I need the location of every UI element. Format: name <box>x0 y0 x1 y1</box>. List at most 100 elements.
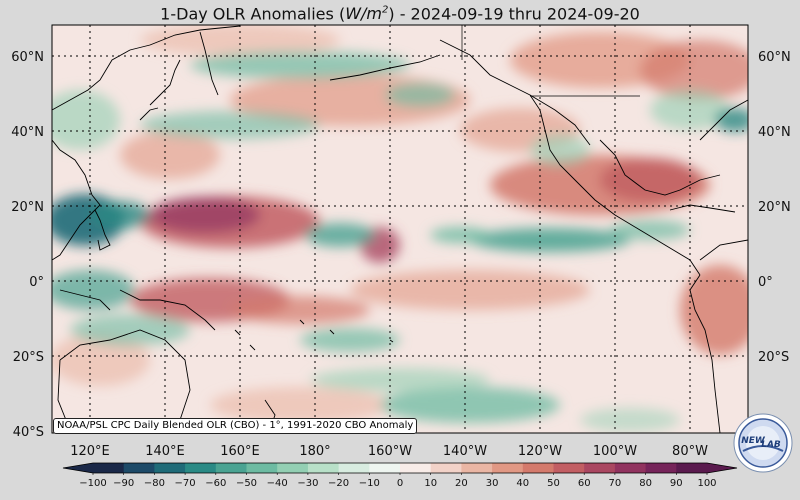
lon-label: 160°E <box>220 444 260 459</box>
colorbar-tick-label: 30 <box>486 478 499 489</box>
colorbar-tick-label: −30 <box>297 478 318 489</box>
anomaly-patch <box>230 296 370 324</box>
lon-label: 140°E <box>145 444 185 459</box>
anomaly-patch <box>52 270 135 310</box>
anomaly-patch <box>90 201 150 229</box>
colorbar-bin <box>154 463 186 473</box>
lat-label: 20°S <box>13 350 44 365</box>
colorbar-bin <box>185 463 217 473</box>
anomaly-patch <box>715 108 748 132</box>
lat-label: 60°N <box>758 50 791 65</box>
coastline-south-america-n <box>699 239 748 261</box>
lat-label: 20°N <box>11 200 44 215</box>
anomaly-patch <box>52 90 120 150</box>
anomaly-patch <box>600 158 700 202</box>
colorbar-bin <box>338 463 370 473</box>
anomaly-patch <box>680 265 748 355</box>
anomaly-patch <box>52 334 150 386</box>
colorbar-bin <box>430 463 462 473</box>
lat-label: 40°N <box>11 125 44 140</box>
lat-label: 20°S <box>758 350 789 365</box>
colorbar-tick-label: 90 <box>670 478 683 489</box>
anomaly-patch <box>470 228 630 252</box>
anomaly-patch <box>430 227 490 243</box>
logo-text-a: NEW <box>741 436 766 446</box>
colorbar-bin <box>553 463 585 473</box>
anomaly-patch <box>120 131 220 179</box>
colorbar-bin <box>246 463 278 473</box>
graticule <box>52 25 748 433</box>
anomaly-patch <box>140 25 340 56</box>
colorbar-tick-label: −10 <box>359 478 380 489</box>
anomaly-patch <box>310 368 490 392</box>
colorbar-tick-label: 10 <box>424 478 437 489</box>
anomaly-patch <box>305 223 375 247</box>
colorbar-tick-label: −40 <box>267 478 288 489</box>
anomaly-patch <box>640 40 748 100</box>
colorbar-bin <box>584 463 616 473</box>
colorbar-bin <box>614 463 647 473</box>
colorbar: −100 −90 −80 −70 −60 −50 −40 −30 −20 −10 0 10 20 30 40… <box>62 462 738 489</box>
colorbar-bin <box>400 463 432 473</box>
colorbar-bin <box>676 463 708 473</box>
lon-label: 100°W <box>593 444 637 459</box>
colorbar-bin <box>492 463 524 473</box>
coastline-islands <box>234 319 394 351</box>
colorbar-tick-label: −20 <box>328 478 349 489</box>
colorbar-bin <box>277 463 309 473</box>
colorbar-tick-label: −80 <box>144 478 165 489</box>
coastline-west-us <box>529 94 701 276</box>
title-suffix: ) - 2024-09-19 thru 2024-09-20 <box>388 4 640 24</box>
lon-label: 160°W <box>368 444 412 459</box>
lon-labels: 120°E 140°E 160°E 180° 160°W 140°W 120°W… <box>70 444 708 459</box>
coastline-philippines <box>94 209 111 251</box>
colorbar-tick-label: 40 <box>516 478 529 489</box>
anomaly-patch <box>70 314 190 346</box>
colorbar-bin <box>123 463 155 473</box>
lat-labels-right: 60°N 40°N 20°N 0° 20°S <box>758 50 791 365</box>
anomaly-patch <box>385 83 455 107</box>
colorbar-arrow-low <box>63 463 93 473</box>
anomaly-patch <box>580 408 680 432</box>
coastline-japan <box>139 59 181 121</box>
colorbar-bin <box>461 463 493 473</box>
title-prefix: 1-Day OLR Anomalies ( <box>160 4 346 24</box>
colorbar-tick-label: 0 <box>397 478 403 489</box>
colorbar-tick-label: −90 <box>113 478 134 489</box>
colorbar-tick-label: 100 <box>697 478 716 489</box>
coastline-asia <box>52 25 241 261</box>
anomaly-patch <box>210 387 390 423</box>
lat-label: 0° <box>29 275 44 290</box>
anomaly-patch <box>140 111 320 139</box>
colorbar-bin <box>307 463 340 473</box>
lon-label: 120°W <box>518 444 562 459</box>
colorbar-tick-label: 60 <box>578 478 591 489</box>
coastline-kamchatka <box>199 31 219 96</box>
lat-label: 40°S <box>13 425 44 440</box>
colorbar-tick-label: −60 <box>205 478 226 489</box>
anomaly-patch <box>300 328 400 352</box>
coastline-alaska <box>439 39 591 146</box>
map-title: 1-Day OLR Anomalies (W/m2) - 2024-09-19 … <box>0 0 800 24</box>
lon-label: 140°W <box>443 444 487 459</box>
lat-label: 20°N <box>758 200 791 215</box>
colorbar-tick-label: −50 <box>236 478 257 489</box>
lat-labels-left: 60°N 40°N 20°N 0° 20°S 40°S <box>11 50 44 440</box>
anomaly-patch <box>350 270 590 310</box>
lon-label: 80°W <box>672 444 708 459</box>
lat-label: 40°N <box>758 125 791 140</box>
colorbar-tick-label: 70 <box>609 478 622 489</box>
colorbar-tick-label: −70 <box>175 478 196 489</box>
colorbar-bin <box>93 463 125 473</box>
anomaly-patch <box>380 387 560 423</box>
anomaly-patch <box>150 197 260 233</box>
colorbar-bin <box>215 463 247 473</box>
anomaly-patch <box>190 51 410 79</box>
colorbar-tick-label: 50 <box>547 478 560 489</box>
noaa-logo: NEW LAB <box>733 413 793 473</box>
lat-label: 60°N <box>11 50 44 65</box>
coastline-east-us <box>699 99 748 141</box>
anomaly-patch <box>530 134 590 166</box>
anomaly-patch <box>610 220 690 240</box>
